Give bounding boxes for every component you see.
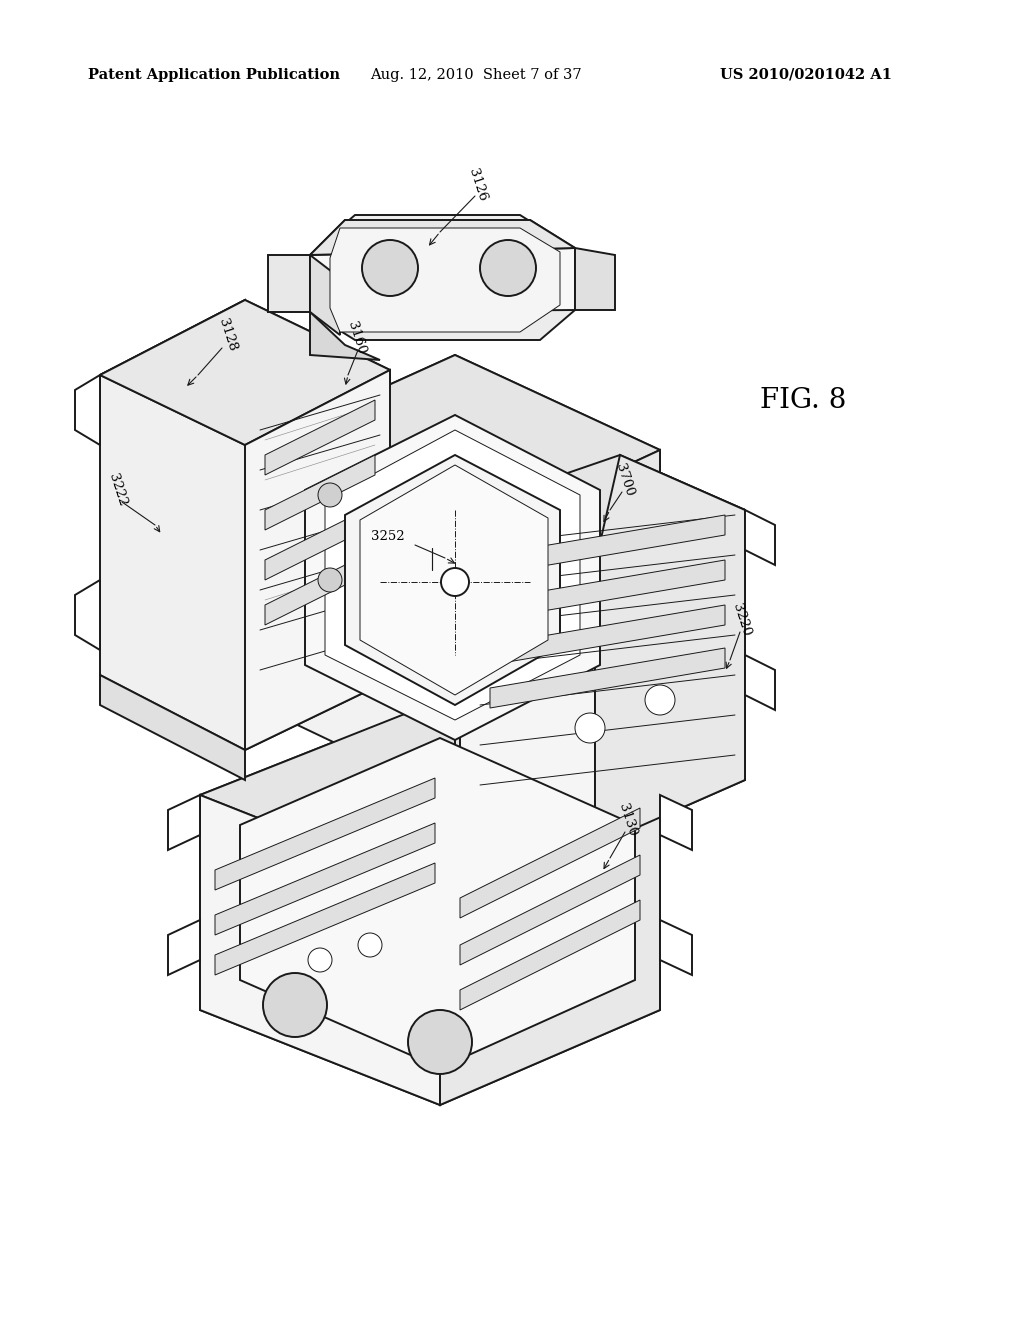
Polygon shape (215, 863, 435, 975)
Polygon shape (440, 795, 660, 1105)
Text: 3126: 3126 (467, 166, 489, 203)
Text: 3252: 3252 (371, 529, 404, 543)
Text: 3220: 3220 (730, 602, 754, 638)
Polygon shape (200, 700, 660, 1105)
Polygon shape (265, 455, 375, 531)
Circle shape (318, 483, 342, 507)
Polygon shape (325, 430, 580, 719)
Polygon shape (200, 700, 660, 890)
Polygon shape (100, 300, 390, 445)
Polygon shape (460, 900, 640, 1010)
Polygon shape (490, 560, 725, 620)
Circle shape (645, 685, 675, 715)
Circle shape (408, 1010, 472, 1074)
Polygon shape (460, 455, 745, 836)
Circle shape (263, 973, 327, 1038)
Polygon shape (168, 920, 200, 975)
Text: 3160: 3160 (346, 319, 369, 356)
Text: US 2010/0201042 A1: US 2010/0201042 A1 (720, 69, 892, 82)
Polygon shape (310, 220, 575, 255)
Circle shape (358, 933, 382, 957)
Polygon shape (460, 510, 595, 836)
Polygon shape (345, 455, 560, 705)
Polygon shape (460, 808, 640, 917)
Polygon shape (168, 795, 200, 850)
Polygon shape (75, 375, 100, 445)
Polygon shape (745, 655, 775, 710)
Polygon shape (455, 450, 660, 800)
Polygon shape (215, 777, 435, 890)
Polygon shape (200, 795, 440, 1105)
Circle shape (308, 948, 332, 972)
Polygon shape (745, 510, 775, 565)
Polygon shape (215, 822, 435, 935)
Polygon shape (490, 605, 725, 665)
Polygon shape (490, 648, 725, 708)
Polygon shape (75, 579, 100, 649)
Polygon shape (310, 248, 575, 312)
Polygon shape (268, 255, 310, 312)
Text: 3128: 3128 (217, 317, 240, 352)
Polygon shape (595, 455, 745, 836)
Polygon shape (245, 355, 660, 800)
Polygon shape (310, 312, 380, 360)
Polygon shape (265, 506, 375, 579)
Polygon shape (575, 248, 615, 310)
Text: 3700: 3700 (613, 462, 636, 498)
Polygon shape (245, 355, 660, 545)
Polygon shape (100, 300, 390, 750)
Circle shape (575, 713, 605, 743)
Polygon shape (100, 300, 245, 445)
Polygon shape (240, 738, 635, 1068)
Polygon shape (245, 370, 390, 750)
Polygon shape (265, 550, 375, 624)
Text: FIG. 8: FIG. 8 (760, 387, 847, 413)
Text: Aug. 12, 2010  Sheet 7 of 37: Aug. 12, 2010 Sheet 7 of 37 (370, 69, 582, 82)
Text: 3130: 3130 (616, 803, 639, 838)
Polygon shape (660, 920, 692, 975)
Polygon shape (360, 465, 548, 696)
Polygon shape (490, 515, 725, 576)
Polygon shape (100, 675, 245, 780)
Polygon shape (265, 400, 375, 475)
Circle shape (441, 568, 469, 597)
Text: 3222: 3222 (106, 473, 129, 508)
Circle shape (362, 240, 418, 296)
Circle shape (318, 568, 342, 591)
Polygon shape (330, 228, 560, 333)
Polygon shape (460, 855, 640, 965)
Circle shape (480, 240, 536, 296)
Polygon shape (460, 455, 745, 565)
Text: Patent Application Publication: Patent Application Publication (88, 69, 340, 82)
Polygon shape (310, 255, 340, 335)
Polygon shape (305, 414, 600, 741)
Polygon shape (660, 795, 692, 850)
Polygon shape (310, 220, 575, 341)
Polygon shape (319, 215, 560, 271)
